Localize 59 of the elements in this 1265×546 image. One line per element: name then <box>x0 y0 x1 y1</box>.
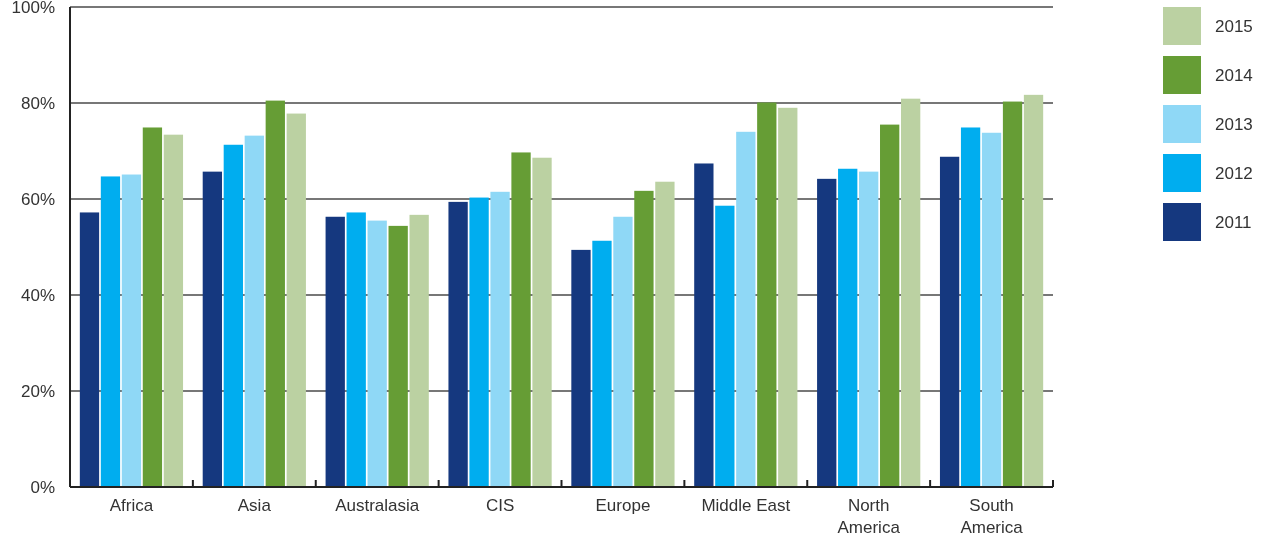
y-tick-label: 60% <box>20 189 55 209</box>
bar <box>532 157 552 487</box>
bar <box>939 156 960 487</box>
bar <box>388 225 408 487</box>
y-tick-label: 80% <box>20 93 55 113</box>
x-tick-label: Middle East <box>701 496 791 515</box>
bar <box>121 174 142 487</box>
bar <box>778 107 798 487</box>
y-tick-label: 40% <box>20 285 55 305</box>
bar <box>1002 101 1023 487</box>
bar <box>880 124 900 487</box>
bar <box>346 212 366 487</box>
bar <box>100 176 121 487</box>
bar <box>960 127 981 487</box>
bar <box>286 113 306 487</box>
legend-label: 2013 <box>1215 114 1253 134</box>
bar <box>325 216 345 487</box>
bar <box>79 212 100 487</box>
x-tick-label: Asia <box>237 496 272 515</box>
bar <box>838 168 858 487</box>
y-tick-label: 100% <box>11 0 55 17</box>
bar <box>592 240 612 487</box>
bar <box>757 102 777 487</box>
bar <box>1023 94 1044 487</box>
y-tick-label: 20% <box>20 381 55 401</box>
x-tick-label: Australasia <box>335 496 420 515</box>
x-tick-label: South America <box>960 496 1024 537</box>
legend-label: 2012 <box>1215 163 1253 183</box>
bar <box>409 214 429 487</box>
x-tick-label: Africa <box>109 496 154 515</box>
y-tick-label: 0% <box>30 477 55 497</box>
bar <box>469 197 489 487</box>
bar <box>244 135 264 487</box>
legend-label: 2014 <box>1215 65 1253 85</box>
bar <box>163 134 184 487</box>
bar <box>490 191 510 487</box>
bar <box>901 98 921 487</box>
bar <box>715 205 735 487</box>
legend-label: 2011 <box>1215 212 1252 232</box>
bar <box>817 178 837 487</box>
bar <box>367 220 387 487</box>
bar <box>202 171 223 487</box>
bar <box>223 144 243 487</box>
bar <box>613 216 633 487</box>
bar <box>859 171 879 487</box>
bar <box>448 201 468 487</box>
bar <box>655 181 675 487</box>
x-tick-label: North America <box>837 496 901 537</box>
bar <box>694 163 714 487</box>
bar <box>736 131 756 487</box>
x-tick-label: CIS <box>485 496 515 515</box>
bar <box>511 152 531 487</box>
bar <box>142 127 163 487</box>
bar <box>265 100 285 487</box>
bar <box>634 190 654 487</box>
legend-label: 2015 <box>1215 16 1253 36</box>
x-tick-label: Europe <box>595 496 651 515</box>
bar <box>981 132 1002 487</box>
bar <box>571 249 591 487</box>
